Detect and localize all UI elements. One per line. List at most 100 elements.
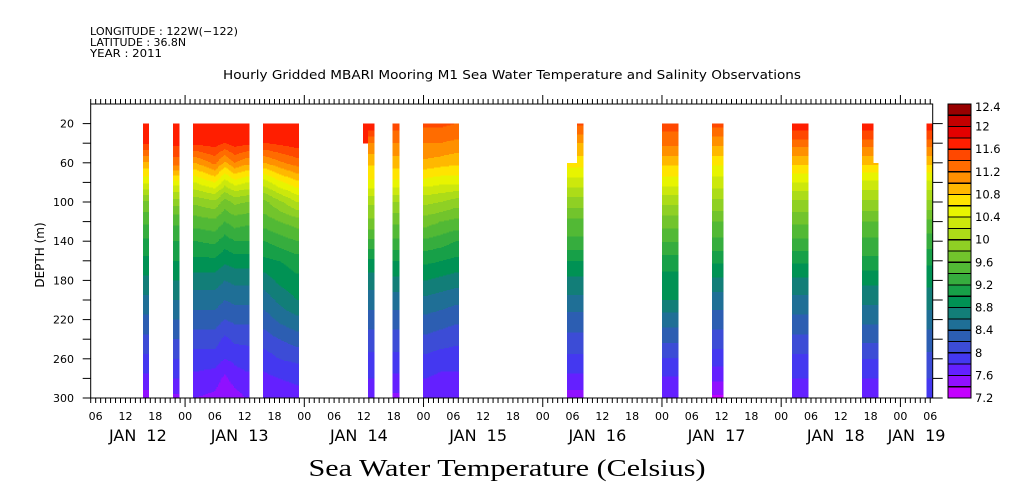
heatmap-cell (225, 180, 227, 187)
heatmap-cell (712, 136, 714, 147)
heatmap-cell (210, 393, 213, 399)
heatmap-cell (240, 253, 242, 270)
heatmap-cell (173, 214, 175, 226)
heatmap-cell (243, 171, 246, 178)
heatmap-cell (929, 147, 931, 157)
heatmap-cell (580, 260, 583, 277)
heatmap-cell (216, 161, 219, 170)
colorbar-bin (947, 374, 972, 388)
heatmap-cell (441, 202, 444, 213)
heatmap-cell (661, 131, 664, 147)
heatmap-cell (792, 123, 794, 131)
heatmap-cell (174, 165, 177, 172)
heatmap-cell (717, 146, 719, 157)
heatmap-cell (869, 210, 872, 222)
heatmap-cell (927, 164, 930, 173)
heatmap-cell (437, 156, 440, 169)
heatmap-cell (869, 190, 872, 201)
heatmap-cell (222, 180, 225, 188)
heatmap-cell (284, 176, 286, 183)
heatmap-cell (178, 170, 180, 176)
heatmap-cell (207, 153, 210, 163)
heatmap-cell (285, 237, 288, 251)
heatmap-cell (393, 130, 396, 144)
heatmap-cell (215, 367, 218, 390)
heatmap-cell (432, 224, 435, 237)
heatmap-cell (423, 296, 425, 316)
heatmap-cell (236, 390, 239, 399)
heatmap-cell (202, 217, 205, 230)
heatmap-cell (396, 202, 399, 214)
heatmap-cell (863, 200, 866, 212)
heatmap-cell (864, 147, 867, 157)
heatmap-cell (367, 272, 370, 291)
heatmap-cell (795, 334, 798, 355)
heatmap-cell (669, 300, 672, 314)
heatmap-cell (799, 139, 802, 148)
heatmap-cell (580, 207, 583, 220)
heatmap-cell (369, 143, 371, 155)
heatmap-cell (800, 314, 803, 335)
heatmap-cell (575, 162, 578, 169)
heatmap-cell (202, 290, 205, 311)
heatmap-cell (200, 290, 203, 311)
heatmap-cell (392, 143, 395, 157)
heatmap-cell (867, 378, 869, 399)
heatmap-cell (211, 257, 214, 273)
heatmap-cell (661, 300, 664, 314)
heatmap-cell (265, 214, 268, 229)
heatmap-cell (295, 123, 297, 149)
heatmap-cell (876, 172, 879, 181)
heatmap-cell (212, 368, 215, 393)
heatmap-cell (797, 334, 799, 355)
heatmap-cell (142, 211, 145, 225)
heatmap-cell (867, 147, 869, 157)
heatmap-cell (455, 175, 457, 185)
heatmap-cell (234, 344, 236, 367)
heatmap-cell (669, 131, 672, 147)
heatmap-cell (219, 123, 221, 146)
heatmap-cell (281, 123, 284, 146)
heatmap-cell (927, 139, 930, 148)
heatmap-cell (271, 123, 274, 145)
heatmap-cell (271, 278, 274, 299)
heatmap-cell (799, 200, 802, 213)
heatmap-cell (196, 272, 199, 291)
heatmap-cell (296, 363, 299, 386)
heatmap-cell (717, 155, 719, 167)
heatmap-cell (226, 210, 229, 224)
heatmap-cell (450, 306, 452, 327)
heatmap-cell (241, 241, 244, 255)
heatmap-cell (670, 146, 673, 157)
heatmap-cell (237, 324, 240, 345)
x-tick-label: 06 (327, 410, 341, 423)
heatmap-cell (284, 196, 286, 204)
heatmap-cell (284, 202, 286, 214)
heatmap-cell (457, 207, 460, 220)
heatmap-cell (146, 373, 149, 391)
heatmap-cell (202, 165, 205, 173)
heatmap-cell (794, 211, 797, 225)
heatmap-cell (439, 372, 441, 399)
heatmap-cell (671, 300, 674, 314)
heatmap-cell (456, 165, 459, 176)
heatmap-cell (568, 187, 570, 198)
heatmap-cell (241, 190, 244, 197)
heatmap-cell (227, 237, 230, 252)
heatmap-cell (450, 371, 452, 399)
heatmap-cell (219, 165, 221, 173)
heatmap-cell (568, 390, 570, 399)
heatmap-cell (232, 184, 235, 191)
heatmap-cell (800, 147, 803, 157)
heatmap-cell (220, 322, 222, 341)
heatmap-cell (713, 176, 716, 189)
heatmap-cell (212, 349, 215, 369)
heatmap-cell (195, 371, 198, 399)
heatmap-cell (439, 127, 441, 144)
heatmap-cell (271, 298, 274, 319)
heatmap-cell (720, 251, 723, 265)
heatmap-cell (234, 185, 236, 192)
heatmap-cell (282, 182, 285, 190)
heatmap-cell (577, 260, 579, 277)
heatmap-cell (178, 378, 180, 395)
